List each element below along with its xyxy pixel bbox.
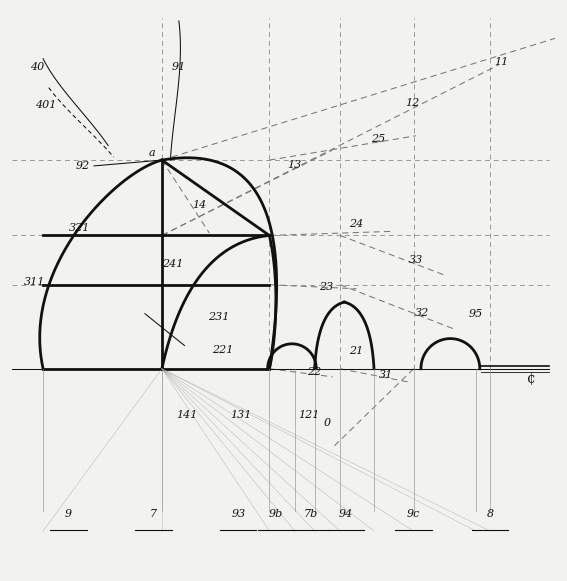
Text: 241: 241 <box>163 260 184 270</box>
Text: 95: 95 <box>469 309 483 319</box>
Text: 12: 12 <box>405 98 420 108</box>
Text: 40: 40 <box>30 62 45 73</box>
Text: 221: 221 <box>211 345 233 354</box>
Text: 92: 92 <box>75 161 90 171</box>
Text: 93: 93 <box>231 508 246 519</box>
Text: 9c: 9c <box>407 508 420 519</box>
Text: 7: 7 <box>150 508 157 519</box>
Text: 31: 31 <box>379 370 393 379</box>
Text: 32: 32 <box>415 307 429 318</box>
Text: 231: 231 <box>208 311 229 321</box>
Text: 11: 11 <box>494 56 509 67</box>
Text: 22: 22 <box>307 367 321 376</box>
Text: 9b: 9b <box>269 508 284 519</box>
Text: 8: 8 <box>486 508 493 519</box>
Text: 91: 91 <box>172 62 186 73</box>
Text: 141: 141 <box>177 410 198 420</box>
Text: a: a <box>149 148 155 157</box>
Text: 131: 131 <box>230 410 252 420</box>
Text: 21: 21 <box>349 346 363 356</box>
Text: 13: 13 <box>287 160 302 170</box>
Text: 9: 9 <box>65 508 72 519</box>
Text: 401: 401 <box>35 100 57 110</box>
Text: 0: 0 <box>324 418 331 428</box>
Text: 14: 14 <box>193 200 207 210</box>
Text: 311: 311 <box>24 277 45 287</box>
Text: 23: 23 <box>319 282 333 292</box>
Text: 121: 121 <box>298 410 320 420</box>
Text: 33: 33 <box>409 255 423 265</box>
Text: 24: 24 <box>349 219 363 229</box>
Text: 94: 94 <box>338 508 353 519</box>
Text: 321: 321 <box>69 224 91 234</box>
Text: 7b: 7b <box>303 508 318 519</box>
Text: ¢: ¢ <box>527 372 536 386</box>
Text: 25: 25 <box>371 134 385 144</box>
